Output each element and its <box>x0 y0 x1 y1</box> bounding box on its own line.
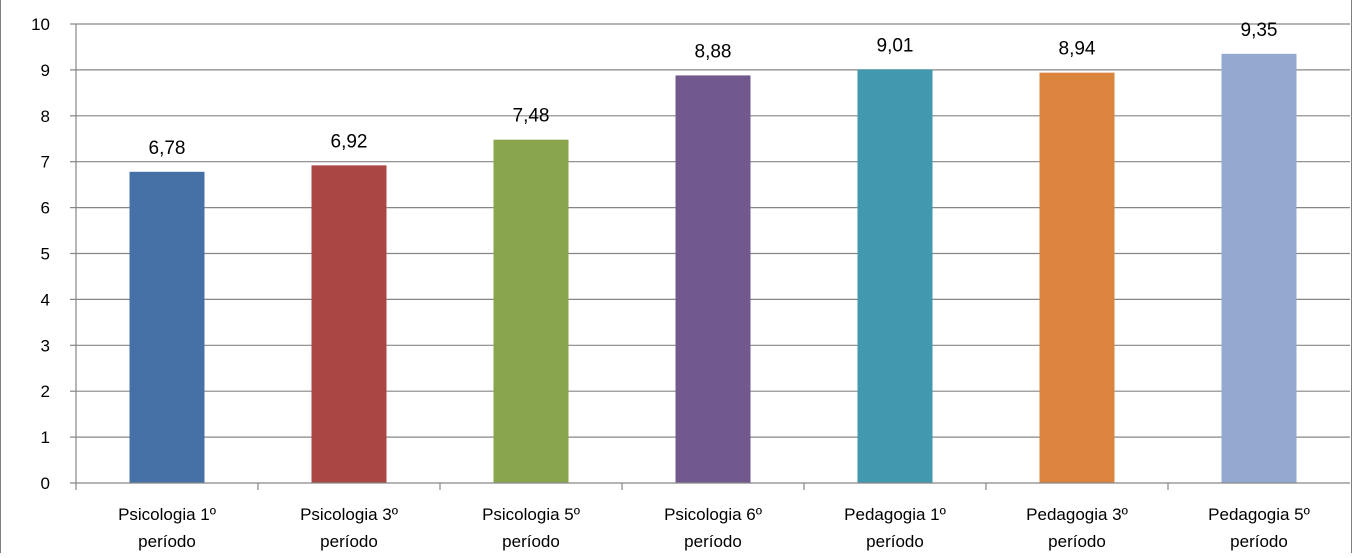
x-category-label-7: Pedagogia 5º <box>1208 505 1310 524</box>
bars <box>129 53 1297 484</box>
bar-4 <box>675 75 751 484</box>
y-tick-label: 10 <box>31 15 50 34</box>
data-label-1: 6,78 <box>149 138 186 159</box>
data-label-3: 7,48 <box>513 106 550 127</box>
bar-5 <box>857 69 933 483</box>
y-tick-label: 2 <box>41 382 50 401</box>
x-category-label-2-line2: período <box>320 532 378 551</box>
data-label-4: 8,88 <box>695 41 732 62</box>
y-tick-label: 7 <box>41 153 50 172</box>
x-category-label-6: Pedagogia 3º <box>1026 505 1128 524</box>
x-category-label-5-line2: período <box>866 532 924 551</box>
y-tick-label: 9 <box>41 61 50 80</box>
data-label-5: 9,01 <box>877 35 914 56</box>
y-tick-label: 4 <box>41 290 50 309</box>
bar-1 <box>129 171 205 483</box>
y-tick-label: 5 <box>41 245 50 264</box>
x-category-label-4-line2: período <box>684 532 742 551</box>
data-label-7: 9,35 <box>1241 20 1278 41</box>
x-category-label-2: Psicologia 3º <box>300 505 398 524</box>
bar-2 <box>311 165 387 483</box>
data-label-6: 8,94 <box>1059 39 1096 60</box>
bar-3 <box>493 139 569 483</box>
labels: 0 1 2 3 4 5 6 7 8 9 10 6,78 Psicologia 1º período 6,92… <box>31 15 1310 551</box>
y-tick-label: 3 <box>41 336 50 355</box>
x-category-label-1: Psicologia 1º <box>118 505 216 524</box>
data-label-2: 6,92 <box>331 131 368 152</box>
x-category-label-5: Pedagogia 1º <box>844 505 946 524</box>
x-category-label-7-line2: período <box>1230 532 1288 551</box>
x-category-label-3: Psicologia 5º <box>482 505 580 524</box>
y-tick-label: 1 <box>41 428 50 447</box>
x-category-label-3-line2: período <box>502 532 560 551</box>
x-category-label-1-line2: período <box>138 532 196 551</box>
x-category-label-6-line2: período <box>1048 532 1106 551</box>
axes <box>70 23 1350 490</box>
bar-7 <box>1221 53 1297 484</box>
y-tick-label: 8 <box>41 107 50 126</box>
bar-6 <box>1039 72 1115 484</box>
x-category-label-4: Psicologia 6º <box>664 505 762 524</box>
y-tick-label: 0 <box>41 474 50 493</box>
y-tick-label: 6 <box>41 199 50 218</box>
